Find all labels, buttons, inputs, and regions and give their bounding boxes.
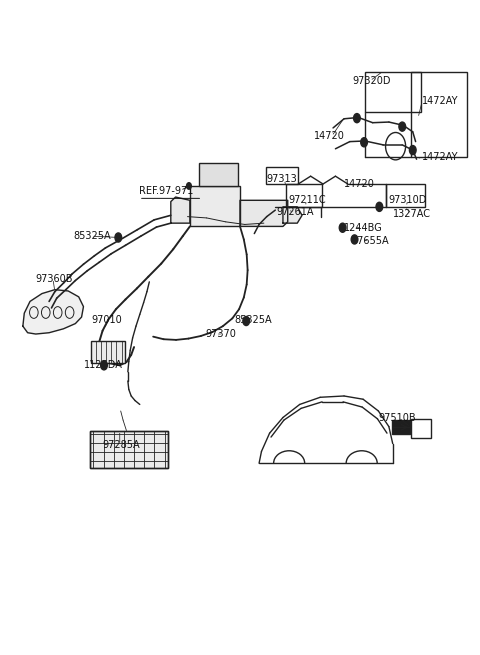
Text: REF.97-971: REF.97-971 — [139, 185, 193, 196]
Bar — [392, 420, 410, 434]
Text: 97010: 97010 — [91, 314, 122, 325]
Polygon shape — [240, 200, 288, 227]
Text: 97261A: 97261A — [276, 207, 314, 217]
Text: 1472AY: 1472AY — [422, 96, 459, 105]
Text: 1472AY: 1472AY — [422, 151, 459, 162]
Text: 85325A: 85325A — [234, 314, 272, 325]
Circle shape — [361, 138, 367, 147]
Text: 97655A: 97655A — [351, 236, 389, 246]
Text: 97320D: 97320D — [352, 76, 391, 86]
Circle shape — [243, 316, 250, 326]
Text: 97360B: 97360B — [36, 274, 73, 284]
Bar — [90, 430, 168, 468]
Text: 97285A: 97285A — [103, 440, 140, 450]
Circle shape — [115, 233, 121, 242]
Circle shape — [187, 183, 192, 189]
Text: 14720: 14720 — [314, 132, 345, 141]
Text: 97313: 97313 — [267, 174, 298, 185]
Circle shape — [101, 361, 108, 370]
Circle shape — [339, 223, 346, 233]
Circle shape — [351, 235, 358, 244]
Text: 97510B: 97510B — [378, 413, 416, 422]
Text: 97211C: 97211C — [288, 195, 326, 204]
Circle shape — [376, 202, 383, 212]
Bar — [266, 167, 298, 184]
Bar — [386, 184, 425, 207]
Bar — [90, 430, 168, 468]
Circle shape — [409, 145, 416, 155]
Text: 85325A: 85325A — [73, 231, 110, 241]
Text: 97370: 97370 — [205, 329, 237, 339]
Polygon shape — [171, 197, 190, 223]
Text: 14720: 14720 — [344, 179, 375, 189]
Polygon shape — [283, 207, 302, 223]
Bar — [190, 186, 240, 227]
Polygon shape — [23, 290, 84, 334]
Text: 97310D: 97310D — [388, 195, 426, 204]
Bar — [365, 72, 421, 112]
Bar — [411, 419, 431, 438]
Circle shape — [399, 122, 406, 131]
Bar — [286, 184, 322, 207]
Text: 1244BG: 1244BG — [344, 223, 383, 233]
Text: 1327AC: 1327AC — [393, 209, 431, 219]
Text: 1125DA: 1125DA — [84, 360, 122, 369]
Circle shape — [354, 113, 360, 122]
Bar — [199, 163, 238, 186]
Bar — [411, 72, 467, 157]
Bar — [91, 341, 125, 363]
